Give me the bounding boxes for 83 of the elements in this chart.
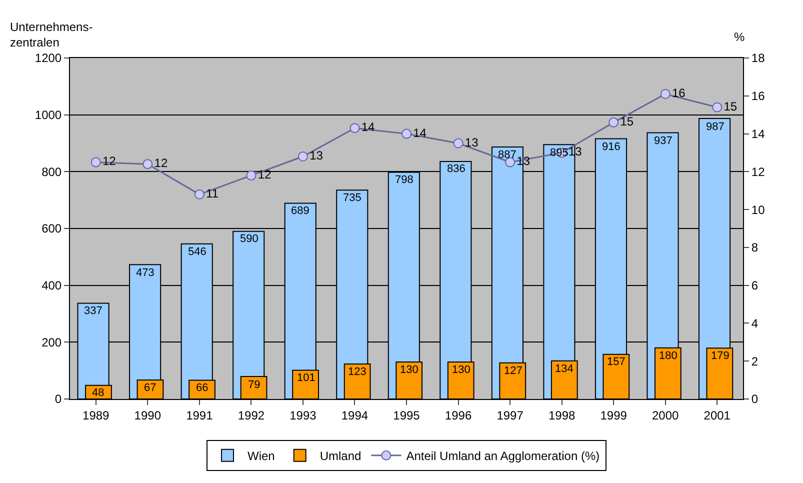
data-label: 123 bbox=[348, 366, 366, 378]
x-tick-label: 1998 bbox=[548, 408, 576, 422]
data-label: 48 bbox=[92, 387, 104, 399]
data-label: 179 bbox=[711, 350, 730, 362]
y2-tick-label: 16 bbox=[751, 89, 766, 104]
y-tick-label: 600 bbox=[42, 222, 62, 236]
data-label: 895 bbox=[550, 147, 568, 159]
point bbox=[660, 88, 670, 99]
point bbox=[453, 138, 464, 148]
data-label: 15 bbox=[724, 99, 738, 114]
x-tick-label: 2000 bbox=[652, 408, 680, 422]
y-tick-label: 0 bbox=[54, 392, 62, 406]
point bbox=[142, 159, 153, 170]
data-label: 689 bbox=[291, 205, 310, 217]
x-tick-label: 1994 bbox=[341, 408, 368, 422]
data-label: 16 bbox=[672, 86, 686, 100]
data-label: 798 bbox=[395, 174, 414, 186]
legend-label: Umland bbox=[320, 449, 362, 464]
data-label: 473 bbox=[136, 267, 154, 279]
data-label: 134 bbox=[555, 363, 574, 375]
y2-tick-label: 8 bbox=[751, 240, 758, 255]
x-tick-label: 1989 bbox=[82, 408, 110, 422]
y2-tick-label: 4 bbox=[751, 316, 758, 330]
x-tick-label: 1991 bbox=[186, 408, 214, 422]
y2-axis-title: % bbox=[734, 30, 745, 44]
data-label: 590 bbox=[240, 233, 258, 245]
data-label: 14 bbox=[413, 126, 427, 140]
data-label: 127 bbox=[504, 365, 522, 377]
point bbox=[246, 170, 256, 180]
data-label: 79 bbox=[248, 379, 260, 391]
point bbox=[402, 128, 412, 139]
data-label: 130 bbox=[400, 364, 418, 376]
data-label: 12 bbox=[102, 154, 116, 168]
point bbox=[350, 123, 360, 134]
data-label: 546 bbox=[188, 246, 206, 258]
data-label: 13 bbox=[464, 135, 479, 150]
legend-label: Wien bbox=[248, 449, 275, 464]
y-tick-label: 1200 bbox=[34, 51, 62, 66]
x-tick-label: 1995 bbox=[393, 408, 420, 422]
y2-tick-label: 0 bbox=[751, 392, 758, 406]
y-tick-label: 400 bbox=[42, 278, 62, 293]
data-label: 916 bbox=[602, 141, 620, 153]
x-tick-label: 1992 bbox=[238, 408, 265, 422]
data-label: 15 bbox=[620, 114, 634, 128]
data-label: 735 bbox=[343, 192, 362, 204]
data-label: 337 bbox=[84, 305, 102, 317]
x-tick-label: 1996 bbox=[444, 408, 472, 422]
point bbox=[298, 152, 308, 162]
data-label: 937 bbox=[654, 135, 672, 147]
x-tick-label: 1990 bbox=[134, 408, 162, 422]
point bbox=[608, 117, 619, 128]
y2-tick-label: 2 bbox=[751, 354, 758, 368]
x-tick-label: 1997 bbox=[496, 408, 524, 422]
y2-tick-label: 10 bbox=[751, 202, 766, 217]
y2-tick-label: 18 bbox=[751, 51, 766, 66]
data-label: 12 bbox=[154, 156, 168, 170]
y2-tick-label: 12 bbox=[751, 164, 766, 179]
legend-label: Anteil Umland an Agglomeration (%) bbox=[406, 449, 600, 464]
point bbox=[90, 157, 101, 168]
y2-tick-label: 6 bbox=[751, 278, 758, 293]
data-label: 14 bbox=[361, 120, 376, 134]
y2-tick-label: 14 bbox=[751, 126, 766, 141]
data-label: 101 bbox=[297, 372, 316, 384]
y-tick-label: 1000 bbox=[34, 108, 62, 122]
data-label: 157 bbox=[607, 356, 626, 368]
data-label: 130 bbox=[452, 364, 470, 376]
data-label: 13 bbox=[310, 148, 324, 163]
data-label: 67 bbox=[144, 382, 156, 394]
y-axis-title: Unternehmens- zentralen bbox=[10, 20, 93, 50]
y-tick-label: 800 bbox=[42, 164, 62, 179]
data-label: 987 bbox=[706, 121, 724, 133]
data-label: 836 bbox=[447, 163, 466, 175]
data-label: 887 bbox=[498, 149, 516, 161]
x-tick-label: 2001 bbox=[704, 408, 731, 422]
data-label: 13 bbox=[516, 154, 530, 168]
point bbox=[712, 102, 722, 112]
data-label: 66 bbox=[196, 382, 208, 394]
point bbox=[194, 189, 204, 200]
data-label: 180 bbox=[659, 350, 678, 362]
x-tick-label: 1993 bbox=[290, 408, 317, 422]
x-tick-label: 1999 bbox=[600, 408, 628, 422]
data-label: 11 bbox=[206, 186, 219, 200]
y-tick-label: 200 bbox=[42, 335, 62, 350]
